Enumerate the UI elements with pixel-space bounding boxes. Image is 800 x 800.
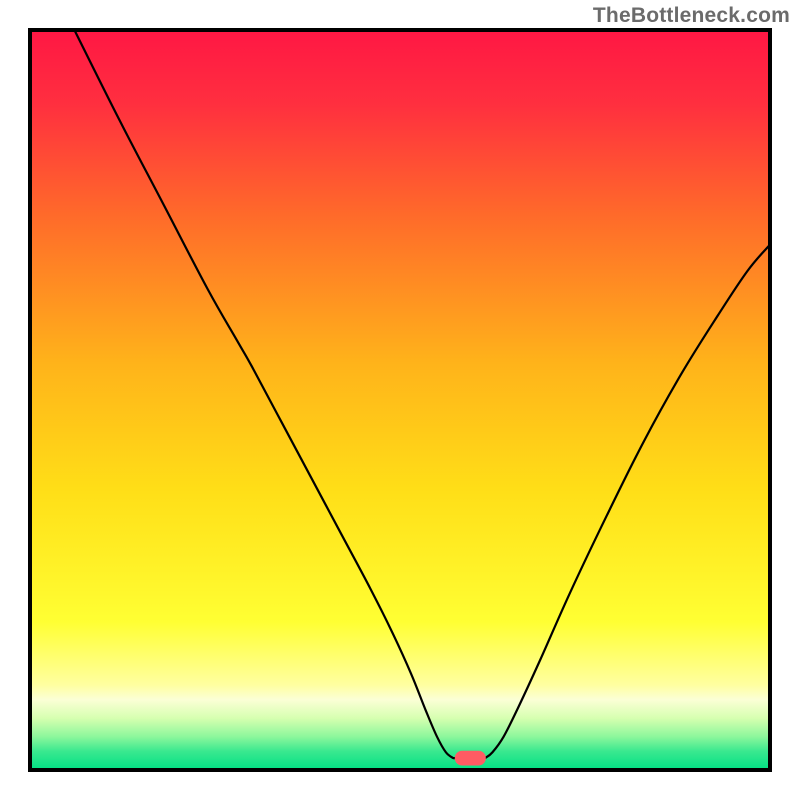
plot-background xyxy=(30,30,770,770)
optimal-marker xyxy=(455,751,486,766)
chart-svg xyxy=(0,0,800,800)
bottleneck-chart xyxy=(0,0,800,800)
chart-container: TheBottleneck.com xyxy=(0,0,800,800)
